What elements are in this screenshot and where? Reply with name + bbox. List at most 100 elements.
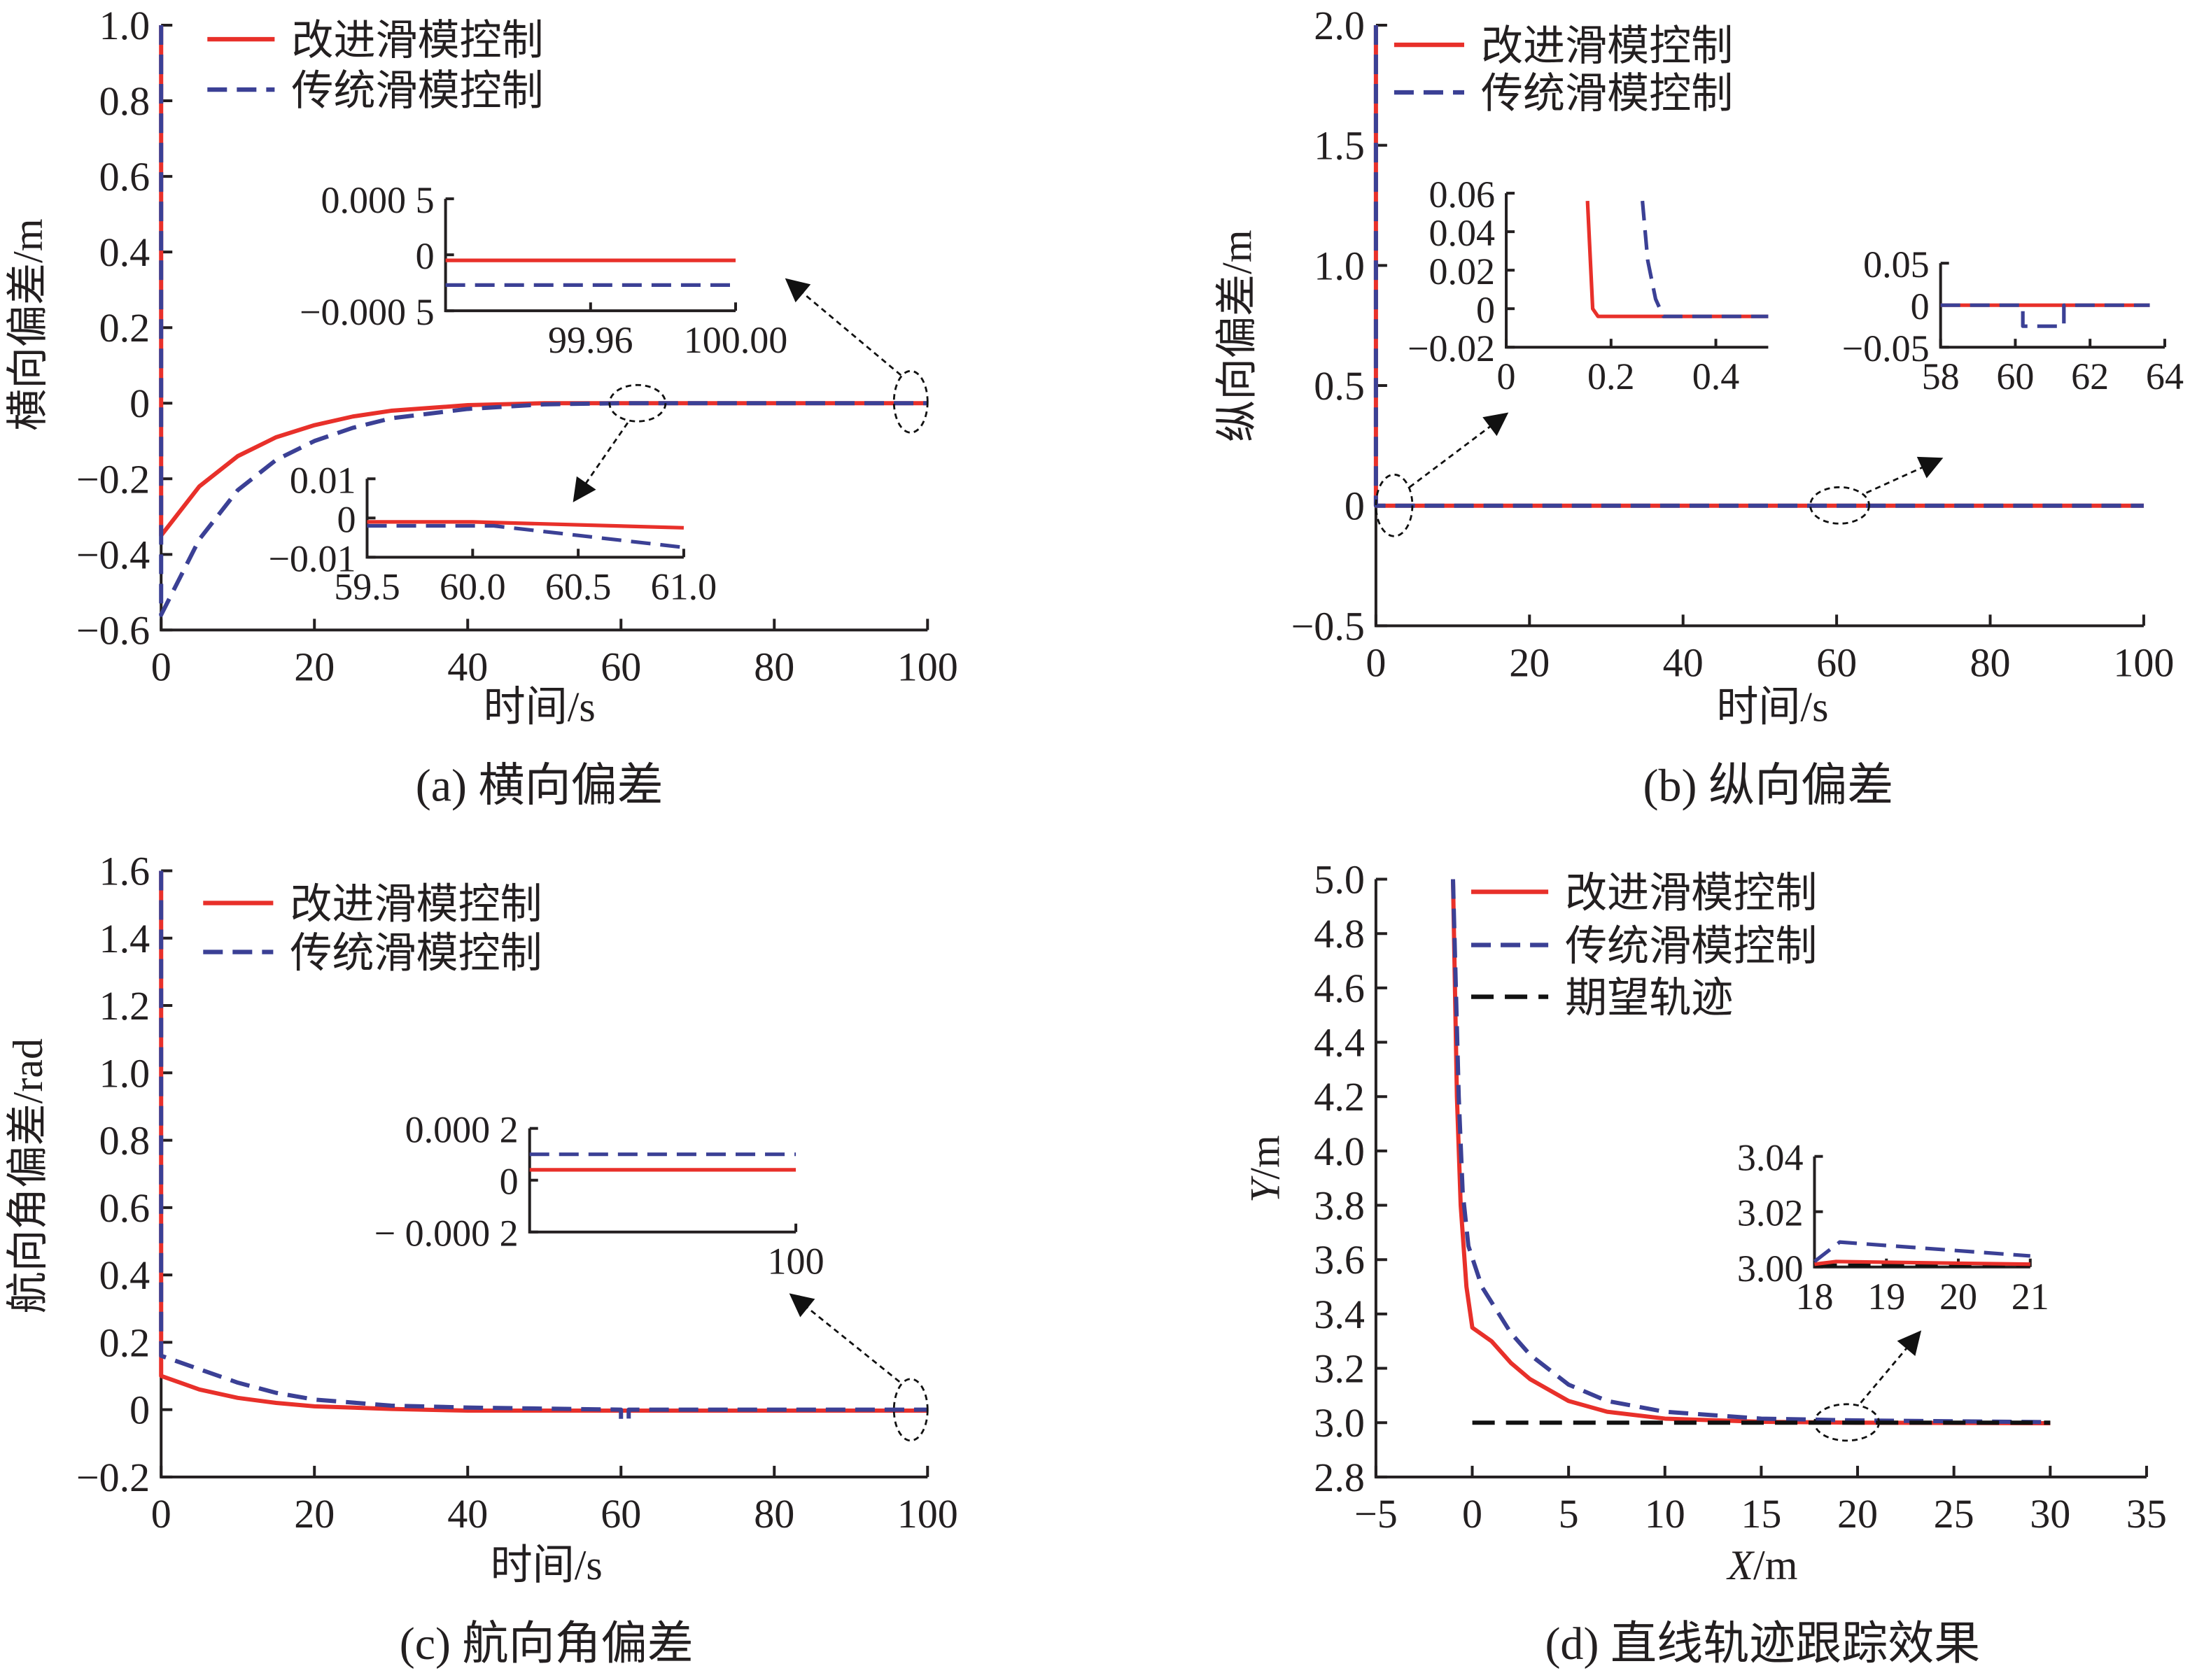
x-axis-label-text: 时间/s	[484, 683, 596, 730]
zoom-arrow	[573, 422, 629, 502]
y-tick-label: 0.6	[99, 154, 150, 199]
legend-label: 传统滑模控制	[1481, 70, 1733, 117]
x-tick-label: 0	[1366, 640, 1386, 685]
legend-label: 传统滑模控制	[1565, 923, 1817, 970]
x-tick-label: 60.5	[545, 565, 612, 607]
x-tick-label: 40	[447, 1491, 488, 1537]
panel-caption: (c) 航向角偏差	[400, 1618, 694, 1670]
y-tick-label: − 0.000 2	[374, 1213, 519, 1255]
axis-lines	[1813, 1156, 2030, 1269]
y-tick-label: 4.6	[1314, 966, 1365, 1011]
y-tick-label: 0	[500, 1161, 519, 1203]
x-axis-label: 时间/s	[484, 683, 596, 730]
x-tick-label: 35	[2126, 1491, 2167, 1537]
y-tick-label: 3.02	[1737, 1192, 1804, 1234]
x-tick-label: 62	[2071, 355, 2109, 397]
x-tick-label: −5	[1354, 1491, 1398, 1537]
zoom-region-ellipse	[1809, 486, 1870, 525]
axis-lines	[365, 479, 684, 559]
x-tick-label: 5	[1559, 1491, 1579, 1537]
series-traditional-line	[159, 870, 928, 1423]
panel-caption: (d) 直线轨迹跟踪效果	[1545, 1618, 1980, 1670]
x-tick-label: 64	[2146, 355, 2184, 397]
axis-lines	[444, 199, 736, 313]
inset-plot: 0.000 5 0 −0.000 5 99.96 100.00	[300, 179, 787, 361]
x-tick-label: 100.00	[684, 319, 788, 361]
y-tick-label: 1.0	[99, 3, 150, 48]
series-traditional-line	[367, 523, 685, 549]
y-tick-label: −0.2	[76, 456, 150, 502]
y-tick-label: 0.8	[99, 1118, 150, 1164]
y-axis-label-text: 航向角偏差/rad	[4, 1038, 51, 1313]
y-tick-label: −0.01	[268, 537, 356, 579]
y-tick-label: −0.000 5	[300, 291, 435, 333]
x-tick-label: 58	[1922, 355, 1960, 397]
legend-label: 期望轨迹	[1565, 975, 1733, 1022]
x-tick-label: 10	[1645, 1491, 1685, 1537]
series-traditional-line	[1450, 879, 2051, 1425]
x-tick-label: 40	[1663, 640, 1704, 685]
zoom-region-ellipse	[608, 383, 667, 423]
axis-lines	[160, 870, 928, 1478]
panel-d: 5.0 4.8 4.6 4.4 4.2 4.0 3.8 3.6 3.4 3.2 3.0 2.8−5 0 5…	[1242, 857, 2167, 1670]
y-axis-label: 横向偏差/m	[4, 218, 51, 430]
series-traditional-line	[159, 25, 928, 617]
y-tick-label: 3.8	[1314, 1183, 1365, 1229]
y-axis-label-text: 横向偏差/m	[4, 218, 51, 430]
y-tick-label: 0.6	[99, 1185, 150, 1231]
y-tick-label: 2.8	[1314, 1455, 1365, 1500]
y-tick-label: 0.05	[1863, 243, 1930, 285]
y-tick-label: 0.4	[99, 230, 150, 275]
y-tick-label: 0.5	[1314, 363, 1365, 409]
x-tick-label: 100	[897, 1491, 958, 1537]
zoom-region-ellipse	[892, 369, 929, 434]
x-tick-label: 30	[2030, 1491, 2070, 1537]
legend-label: 传统滑模控制	[291, 67, 543, 114]
zoom-arrow	[1865, 456, 1944, 494]
x-tick-label: 60.0	[440, 565, 506, 607]
panel-b: 2.01.51.00.50−0.50 20 40 60 80 1000.060.040.0…	[1214, 3, 2184, 811]
y-tick-label: 1.5	[1314, 123, 1365, 169]
y-tick-label: 1.0	[99, 1050, 150, 1096]
series-improved-line	[1814, 1259, 2030, 1266]
y-tick-label: 0.02	[1429, 250, 1495, 292]
y-tick-label: −0.05	[1842, 327, 1930, 369]
x-tick-label: 20	[1939, 1276, 1977, 1318]
y-tick-label: 3.2	[1314, 1346, 1365, 1392]
inset-plot: 0.000 2 0 − 0.000 2 100	[374, 1109, 824, 1283]
x-tick-label: 0.2	[1587, 355, 1635, 397]
y-tick-label: −0.5	[1291, 603, 1365, 649]
zoom-arrow	[1409, 412, 1509, 488]
y-tick-label: 3.4	[1314, 1292, 1365, 1337]
x-tick-label: 100	[768, 1241, 824, 1283]
y-tick-label: 0.4	[99, 1252, 150, 1298]
y-tick-label: 2.0	[1314, 3, 1365, 48]
series-improved-line	[159, 870, 928, 1413]
x-tick-label: 0	[1462, 1491, 1482, 1537]
x-tick-label: 100	[2113, 640, 2174, 685]
zoom-arrow	[789, 1293, 901, 1383]
zoom-region-ellipse	[1375, 473, 1414, 537]
y-axis-label-text: /m	[1242, 1135, 1289, 1179]
x-tick-label: 21	[2012, 1276, 2049, 1318]
y-tick-label: 4.4	[1314, 1020, 1365, 1066]
x-tick-label: 100	[897, 644, 958, 689]
y-tick-label: −0.02	[1408, 327, 1495, 369]
legend-label: 改进滑模控制	[1565, 870, 1817, 917]
panel-caption: (a) 横向偏差	[416, 760, 664, 811]
x-tick-label: 0.4	[1692, 355, 1740, 397]
x-tick-label: 20	[1837, 1491, 1878, 1537]
x-tick-label: 25	[1934, 1491, 1974, 1537]
zoom-region-ellipse	[1813, 1403, 1880, 1442]
y-axis-label-text: 纵向偏差/m	[1214, 230, 1261, 442]
y-tick-label: 4.0	[1314, 1129, 1365, 1174]
y-tick-label: 0.000 2	[405, 1109, 519, 1151]
y-tick-label: 0.01	[290, 459, 356, 501]
x-tick-label: 0	[151, 644, 171, 689]
x-tick-label: 20	[294, 1491, 335, 1537]
y-tick-label: 1.2	[99, 983, 150, 1029]
y-tick-label: 0.8	[99, 78, 150, 124]
